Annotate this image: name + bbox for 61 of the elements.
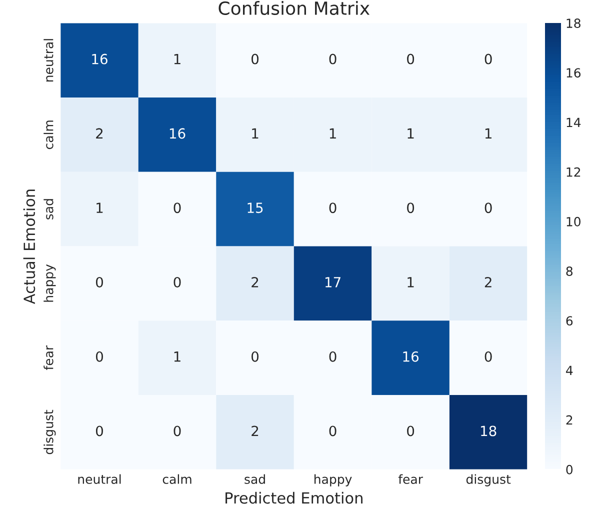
color-bar-label: 2 xyxy=(566,415,572,425)
y-tick-label: disgust xyxy=(44,410,56,454)
y-tick-label: calm xyxy=(44,120,54,150)
data-label: 0 xyxy=(329,426,336,436)
data-label: 0 xyxy=(252,351,259,362)
x-tick-label: disgust xyxy=(466,474,511,486)
data-label: 2 xyxy=(252,276,258,288)
data-label: 2 xyxy=(96,128,103,138)
data-label: 1 xyxy=(408,128,414,138)
data-label: 0 xyxy=(174,202,181,214)
data-label: 0 xyxy=(174,426,181,436)
data-label: 1 xyxy=(174,54,180,64)
color-bar-label: 12 xyxy=(566,167,580,177)
data-label: 0 xyxy=(252,54,259,64)
data-label: 0 xyxy=(174,276,181,288)
x-tick-label: fear xyxy=(398,474,424,484)
data-label: 0 xyxy=(407,426,414,436)
data-label: 18 xyxy=(481,426,496,436)
data-label: 2 xyxy=(252,426,258,436)
x-tick-label: happy xyxy=(314,474,352,486)
data-label: 2 xyxy=(484,276,492,288)
data-label: 1 xyxy=(330,128,336,138)
data-label: 0 xyxy=(96,351,103,362)
data-label: 1 xyxy=(485,128,492,138)
data-label: 16 xyxy=(170,128,186,139)
color-bar-label: 10 xyxy=(566,216,580,226)
y-tick-label: happy xyxy=(44,264,56,302)
data-label: 1 xyxy=(96,202,103,213)
data-label: 0 xyxy=(484,54,492,64)
color-bar-label: 6 xyxy=(566,316,573,326)
data-label: 16 xyxy=(403,351,419,362)
color-bar-label: 14 xyxy=(566,118,581,128)
data-label: 15 xyxy=(248,202,263,214)
data-label: 0 xyxy=(329,54,336,64)
data-label: 0 xyxy=(484,202,492,214)
y-axis-title: Actual Emotion xyxy=(23,190,36,304)
data-label: 0 xyxy=(407,202,414,214)
x-tick-label: sad xyxy=(244,474,265,484)
x-tick-label: calm xyxy=(162,474,192,484)
color-bar-label: 4 xyxy=(566,366,573,375)
x-tick-label: neutral xyxy=(78,474,121,484)
data-label: 16 xyxy=(92,54,108,64)
y-tick-label: sad xyxy=(44,199,54,220)
data-label: 1 xyxy=(408,277,414,288)
y-tick-label: neutral xyxy=(44,39,54,82)
data-label: 0 xyxy=(96,426,103,436)
x-axis-title: Predicted Emotion xyxy=(226,492,362,504)
data-label: 0 xyxy=(96,276,103,288)
data-label: 0 xyxy=(407,54,414,64)
chart-title: Confusion Matrix xyxy=(218,1,370,16)
data-label: 17 xyxy=(325,277,340,288)
color-bar-label: 16 xyxy=(566,68,581,78)
data-label: 0 xyxy=(329,202,336,214)
y-tick-label: fear xyxy=(44,345,54,370)
color-bar-label: 8 xyxy=(566,266,573,276)
color-bar-label: 18 xyxy=(566,18,580,28)
data-label: 1 xyxy=(252,128,258,138)
data-label: 1 xyxy=(174,352,180,362)
data-label: 0 xyxy=(484,351,492,362)
data-label: 0 xyxy=(329,351,336,362)
color-bar-label: 0 xyxy=(566,464,573,474)
